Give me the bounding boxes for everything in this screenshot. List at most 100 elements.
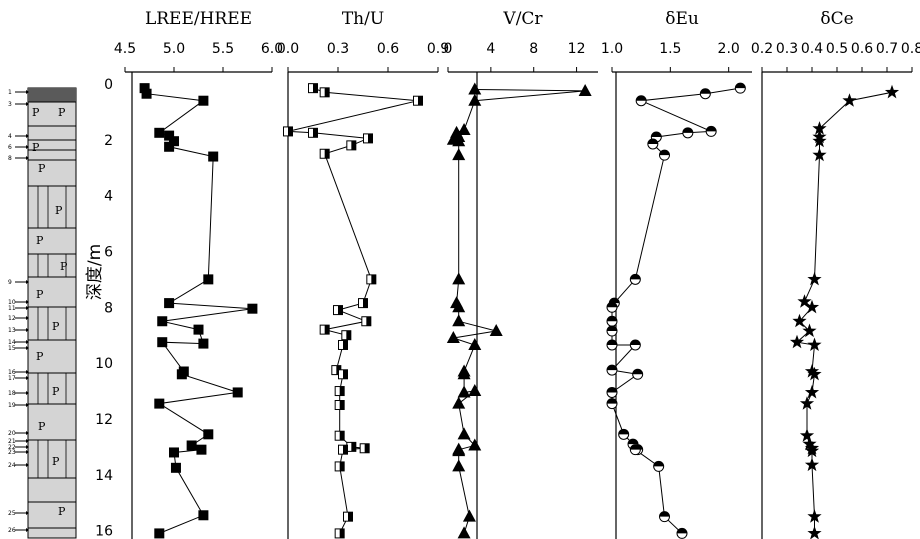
- sample-number: 8: [8, 155, 12, 162]
- data-point: [247, 303, 258, 314]
- sample-number: 14: [8, 339, 16, 346]
- data-point: [333, 305, 343, 316]
- sample-arrow-head: [26, 90, 29, 94]
- data-point: [842, 93, 857, 107]
- data-point: [164, 130, 175, 141]
- sample-arrow-head: [26, 439, 29, 443]
- data-point: [319, 148, 330, 159]
- data-point: [308, 83, 318, 94]
- depth-axis-label: 深度/m: [85, 244, 105, 300]
- data-point: [452, 134, 466, 147]
- data-point: [452, 444, 466, 457]
- data-point: [792, 313, 807, 328]
- data-point: [157, 337, 168, 348]
- data-point: [468, 337, 482, 350]
- data-point: [457, 427, 471, 440]
- sample-number: 16: [8, 369, 16, 376]
- data-point: [682, 127, 694, 139]
- data-point: [193, 324, 204, 335]
- x-tick-label: 0.0: [277, 41, 299, 57]
- data-point: [659, 149, 670, 161]
- sample-arrow-head: [26, 431, 29, 435]
- panel-1: LREE/HREE 4.5 5.0 5.5 6.0: [114, 9, 283, 539]
- data-point: [198, 338, 209, 349]
- data-point: [807, 525, 822, 539]
- x-tick-label: 0.7: [876, 41, 898, 57]
- data-point: [629, 444, 641, 456]
- data-point: [154, 127, 165, 138]
- data-point: [157, 316, 168, 327]
- data-point: [457, 526, 471, 539]
- lithology-letter: P: [32, 106, 40, 119]
- sample-arrow-head: [26, 450, 29, 454]
- data-point: [196, 444, 207, 455]
- sample-number: 3: [8, 101, 12, 108]
- sample-number: 23: [8, 449, 16, 456]
- sample-arrow-head: [26, 463, 29, 467]
- x-tick-label: 1.5: [659, 41, 681, 57]
- lithology-letter: P: [38, 420, 46, 433]
- lithology-letter: P: [55, 204, 63, 217]
- x-tick-label: 0.6: [851, 41, 873, 57]
- sample-arrow-head: [26, 445, 29, 449]
- lithology-letter: P: [52, 455, 60, 468]
- lithology-letter: P: [32, 141, 40, 154]
- data-point: [676, 527, 688, 539]
- data-point: [468, 82, 482, 95]
- sample-number: 15: [8, 345, 16, 352]
- data-point: [334, 430, 345, 441]
- data-point: [629, 273, 641, 285]
- data-point: [334, 528, 345, 539]
- data-point: [363, 133, 373, 144]
- sample-number: 21: [8, 438, 16, 445]
- data-point: [208, 151, 219, 162]
- data-point: [468, 384, 482, 397]
- lithology-letter: P: [52, 320, 60, 333]
- data-point: [659, 511, 670, 523]
- data-point: [452, 300, 466, 313]
- data-point: [802, 323, 817, 338]
- lithology-top-layer: [28, 88, 76, 102]
- data-point: [629, 339, 641, 351]
- data-point: [705, 125, 717, 137]
- lithology-letter: P: [36, 288, 44, 301]
- sample-arrow-head: [26, 156, 29, 160]
- data-point: [606, 364, 618, 376]
- data-point: [341, 330, 352, 341]
- data-point: [198, 95, 209, 106]
- x-tick-label: 4: [486, 41, 495, 57]
- x-tick-label: 12: [568, 41, 586, 57]
- x-tick-label: 0.4: [801, 41, 823, 57]
- series-line: [144, 87, 253, 534]
- data-point: [413, 95, 423, 106]
- sample-number: 1: [8, 89, 12, 96]
- data-point: [812, 121, 827, 135]
- x-tick-label: 8: [529, 41, 538, 57]
- data-point: [361, 316, 372, 327]
- sample-arrow-head: [26, 306, 29, 310]
- data-point: [139, 83, 150, 94]
- depth-tick-label: 12: [95, 412, 113, 428]
- sample-number: 25: [8, 510, 16, 517]
- data-point: [606, 315, 618, 327]
- data-point: [154, 528, 165, 539]
- sample-arrow-head: [26, 376, 29, 380]
- data-point: [203, 429, 214, 440]
- data-point: [446, 331, 460, 343]
- series-line: [452, 89, 586, 534]
- panel-3: V/Cr 0 4 8 12: [444, 9, 598, 539]
- sample-arrow-head: [26, 102, 29, 106]
- data-point: [468, 93, 482, 106]
- sample-arrow-head: [26, 528, 29, 532]
- x-tick-label: 5.5: [212, 41, 234, 57]
- lithology-letter: P: [36, 234, 44, 247]
- sample-arrow-head: [26, 145, 29, 149]
- data-point: [346, 441, 357, 452]
- lithology-letter: P: [58, 106, 66, 119]
- data-point: [699, 88, 711, 100]
- sample-number: 26: [8, 527, 16, 534]
- data-point: [198, 510, 209, 521]
- data-point: [186, 440, 197, 451]
- sample-number: 11: [8, 305, 16, 312]
